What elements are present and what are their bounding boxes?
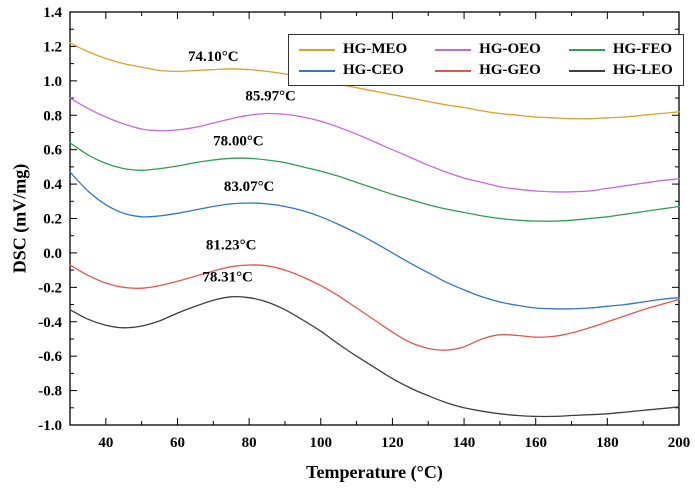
legend-line-swatch	[435, 48, 472, 51]
chart-legend: HG-MEO HG-OEO HG-FEO HG-CEO HG-GEO HG-LEO	[288, 34, 684, 86]
x-tick-label: 40	[98, 435, 113, 451]
peak-annotation: 74.10°C	[188, 49, 239, 65]
legend-line-swatch	[435, 69, 472, 72]
y-axis-title: DSC (mV/mg)	[9, 163, 30, 274]
peak-annotation: 81.23°C	[206, 237, 257, 253]
legend-label: HG-LEO	[612, 62, 673, 78]
y-tick-label: -0.8	[38, 384, 62, 400]
x-tick-label: 200	[668, 435, 691, 451]
legend-item-hg-leo: HG-LEO	[568, 62, 673, 79]
y-axis-title-wrap: DSC (mV/mg)	[0, 12, 40, 425]
peak-annotation: 85.97°C	[245, 89, 296, 105]
y-tick-label: 0.2	[43, 212, 62, 228]
y-tick-label: 0.0	[43, 246, 62, 262]
x-tick-label: 140	[453, 435, 476, 451]
series-curve-hg-oeo	[69, 97, 680, 193]
y-tick-label: 1.2	[43, 39, 62, 55]
x-tick-label: 80	[242, 435, 257, 451]
legend-line-swatch	[568, 48, 605, 51]
y-tick-label: -0.4	[38, 315, 62, 331]
y-tick-label: 0.8	[43, 108, 62, 124]
legend-line-swatch	[299, 48, 335, 51]
series-curve-hg-feo	[69, 142, 680, 222]
x-tick-label: 60	[170, 435, 185, 451]
series-curve-hg-ceo	[69, 171, 680, 310]
legend-item-hg-feo: HG-FEO	[568, 41, 673, 58]
x-tick-label: 160	[524, 435, 547, 451]
series-curve-hg-meo	[69, 42, 680, 120]
y-tick-label: -1.0	[38, 418, 62, 434]
legend-label: HG-MEO	[343, 41, 408, 57]
series-curve-hg-leo	[69, 295, 680, 418]
y-tick-label: 0.4	[43, 177, 62, 193]
x-tick-label: 100	[310, 435, 333, 451]
x-tick-label: 120	[381, 435, 404, 451]
legend-item-hg-oeo: HG-OEO	[435, 41, 541, 58]
legend-item-hg-meo: HG-MEO	[299, 41, 407, 58]
peak-annotation: 78.00°C	[213, 133, 264, 149]
y-tick-label: 1.0	[43, 74, 62, 90]
legend-label: HG-CEO	[343, 62, 404, 78]
legend-item-hg-geo: HG-GEO	[435, 62, 541, 79]
series-curve-hg-geo	[69, 264, 680, 351]
peak-annotation: 83.07°C	[224, 179, 275, 195]
y-tick-label: -0.2	[38, 280, 62, 296]
legend-line-swatch	[299, 69, 335, 72]
y-tick-label: 1.4	[43, 5, 62, 21]
legend-item-hg-ceo: HG-CEO	[299, 62, 407, 79]
x-axis-title: Temperature (°C)	[306, 462, 443, 482]
legend-label: HG-GEO	[479, 62, 541, 78]
x-tick-label: 180	[596, 435, 619, 451]
legend-label: HG-OEO	[479, 41, 541, 57]
y-tick-label: -0.6	[38, 349, 62, 365]
peak-annotation: 78.31°C	[202, 269, 253, 285]
y-tick-label: 0.6	[43, 143, 62, 159]
legend-line-swatch	[568, 69, 605, 72]
legend-label: HG-FEO	[612, 41, 673, 57]
